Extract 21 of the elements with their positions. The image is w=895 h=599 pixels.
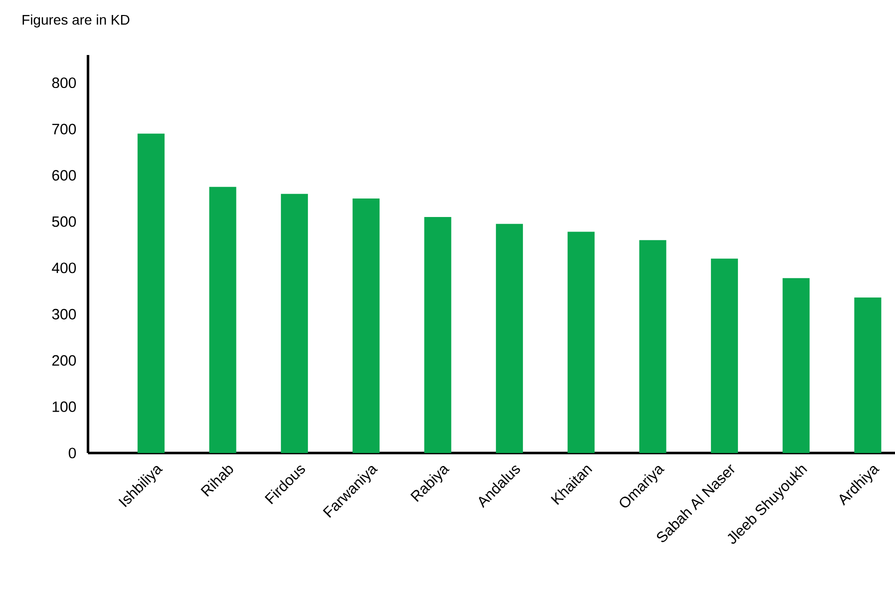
y-tick-label: 800: [52, 77, 76, 88]
y-tick-label: 500: [52, 216, 76, 227]
y-tick-label: 600: [52, 170, 76, 181]
bar: [568, 232, 595, 453]
bar: [352, 198, 380, 453]
bar: [710, 258, 738, 453]
bar: [496, 224, 523, 453]
y-tick-label: 0: [68, 448, 76, 458]
bar: [782, 278, 810, 453]
bar: [280, 194, 308, 453]
y-tick-label: 700: [52, 124, 76, 134]
bar: [639, 240, 666, 453]
bar: [209, 186, 236, 453]
bar: [854, 298, 882, 453]
y-tick-label: 200: [52, 355, 76, 366]
bar: [424, 216, 452, 453]
bar: [138, 134, 165, 453]
y-tick-label: 300: [52, 308, 76, 320]
y-tick-label: 100: [52, 401, 76, 412]
chart-title: Figures are in KD: [22, 14, 130, 28]
y-tick-label: 400: [52, 262, 76, 274]
